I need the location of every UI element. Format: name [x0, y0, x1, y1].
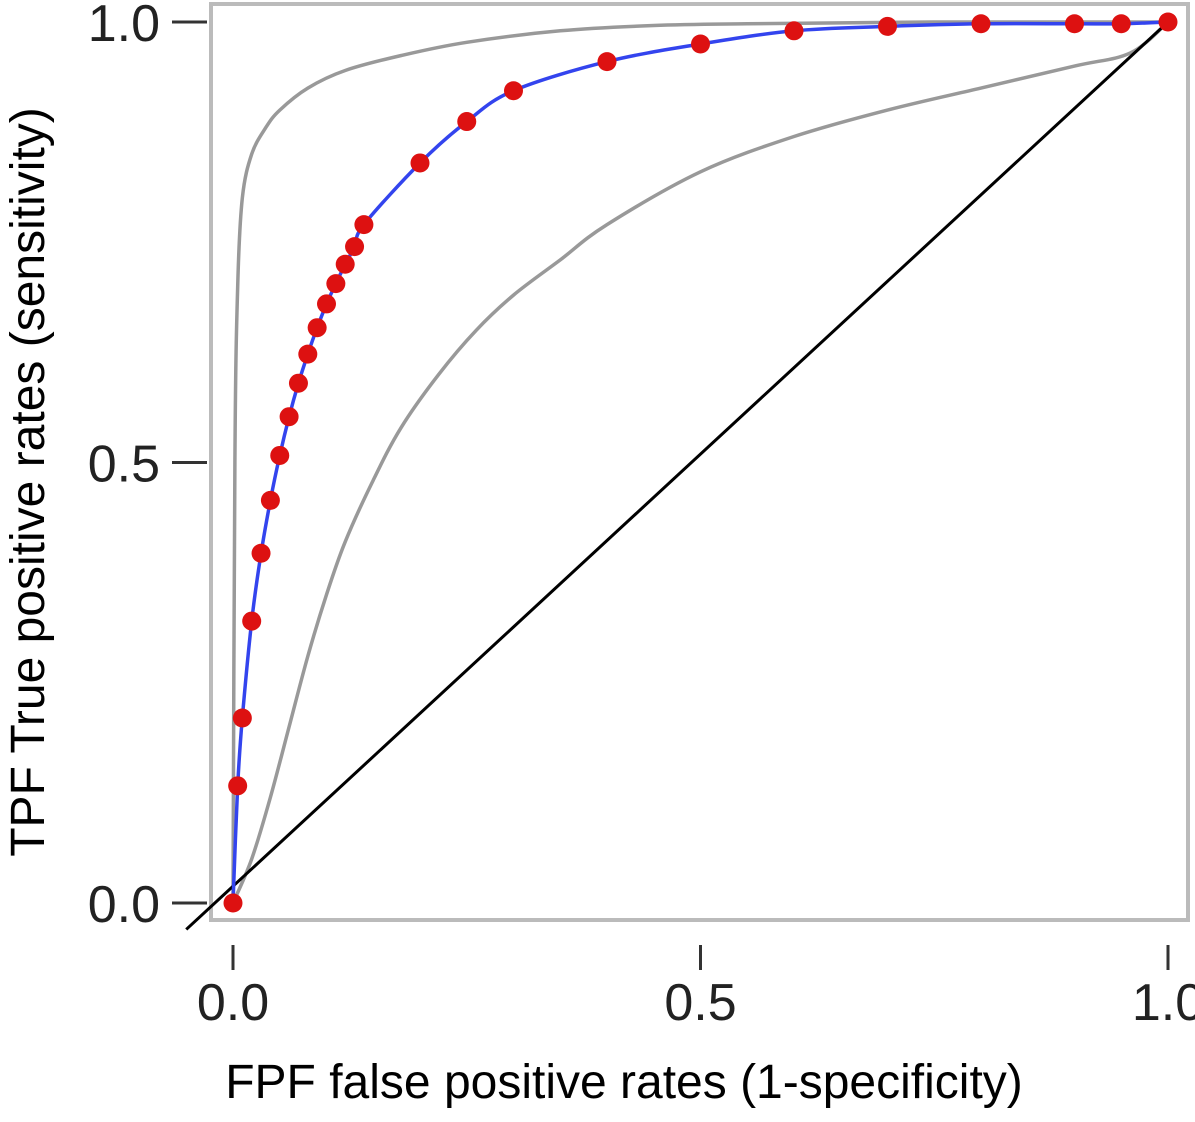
upper-bound-curve [231, 20, 1168, 904]
x-axis-label: FPF false positive rates (1-specificity) [225, 1056, 1023, 1109]
roc-data-point [1065, 14, 1084, 34]
axis-ticks: 0.0 0.5 1.0 0.0 0.5 1.0 [88, 0, 1195, 1032]
roc-data-point [1111, 14, 1131, 34]
roc-data-point [878, 16, 897, 36]
roc-data-point [288, 373, 308, 393]
chart-lines [185, 20, 1170, 931]
chart-points [223, 12, 1178, 913]
roc-data-point [307, 318, 327, 338]
roc-data-point [410, 153, 430, 173]
y-tick-label: 1.0 [88, 0, 160, 53]
roc-data-point [345, 237, 365, 257]
roc-data-point [335, 254, 355, 274]
y-tick-label: 0.5 [88, 436, 160, 494]
roc-data-point [232, 708, 252, 728]
roc-data-point [504, 81, 523, 101]
roc-data-point [597, 52, 617, 72]
roc-data-point [354, 215, 374, 235]
plot-frame [209, 2, 1190, 922]
roc-data-point [784, 21, 804, 41]
y-tick-label: 0.0 [88, 876, 160, 934]
roc-data-point [242, 611, 262, 631]
roc-data-point [223, 893, 243, 913]
roc-data-point [279, 407, 299, 427]
roc-data-point [251, 543, 271, 563]
roc-data-point [457, 112, 477, 132]
roc-data-point [971, 14, 991, 34]
roc-data-point [1158, 12, 1178, 32]
x-tick-label: 0.5 [664, 974, 736, 1032]
x-tick-label: 1.0 [1132, 974, 1195, 1032]
y-axis-label: TPF True positive rates (sensitivity) [2, 107, 55, 857]
roc-data-point [298, 344, 318, 364]
roc-data-point [317, 294, 336, 314]
roc-data-point [326, 274, 346, 294]
x-tick-label: 0.0 [197, 974, 269, 1032]
roc-curve-line [231, 20, 1169, 904]
chance-diagonal-line [185, 20, 1170, 931]
roc-data-point [228, 776, 248, 796]
roc-data-point [270, 445, 290, 465]
lower-bound-curve [231, 20, 1170, 904]
roc-data-point [260, 490, 280, 510]
roc-data-point [691, 34, 710, 54]
